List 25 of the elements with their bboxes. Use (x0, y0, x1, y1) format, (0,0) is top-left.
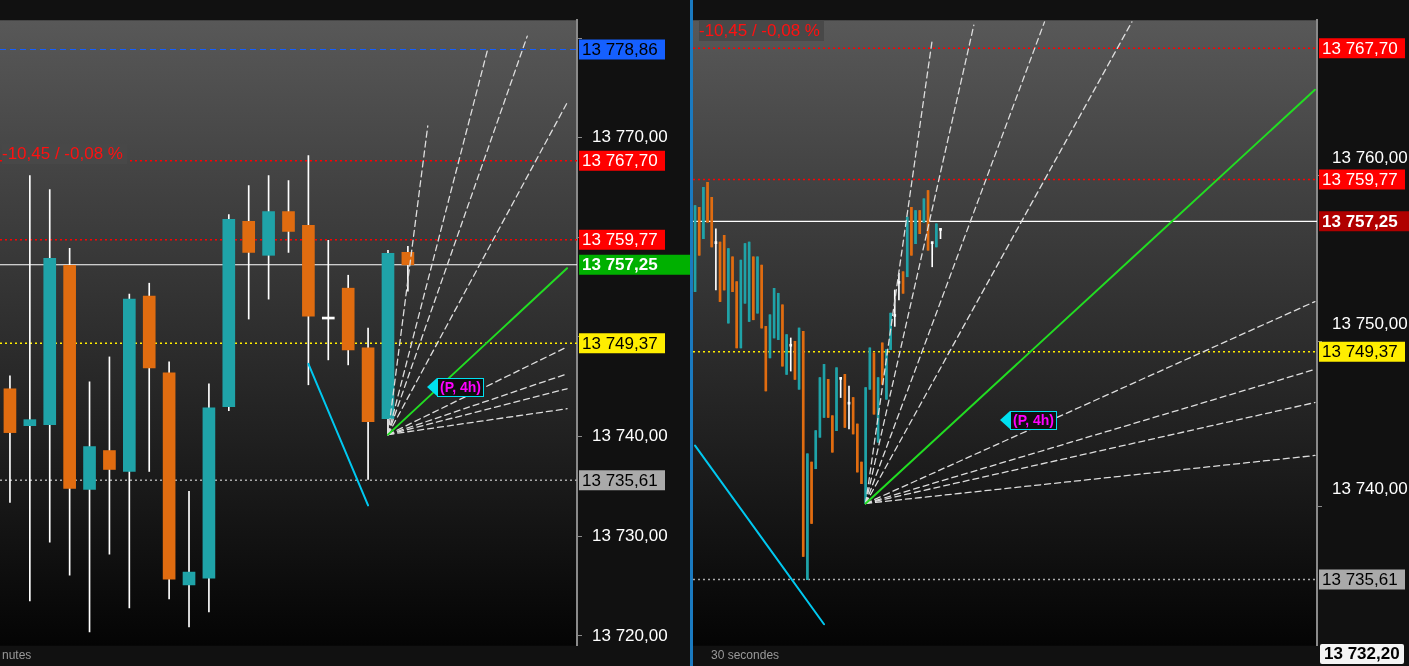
text: 30 secondes (711, 648, 780, 662)
ref-line-label: 13 759,77 (1322, 170, 1398, 190)
ref-line-label: 13 749,37 (582, 333, 658, 353)
text: nutes (2, 648, 32, 662)
annotation: (P, 4h) (437, 378, 484, 397)
ref-line-label: 13 767,70 (1322, 39, 1398, 59)
y-tick-label: 13 730,00 (592, 525, 668, 545)
y-tick-label: 13 750,00 (1332, 313, 1408, 333)
ref-line-label: 13 759,77 (582, 230, 658, 250)
ref-line-label: 13 735,61 (1322, 570, 1398, 590)
annotation: -10,45 / -0,08 % (2, 144, 127, 164)
ref-line-label: 13 778,86 (582, 40, 658, 60)
ref-line-label: 13 757,25 (1322, 211, 1398, 231)
y-tick-label: 13 760,00 (1332, 148, 1408, 168)
y-tick-label: 13 770,00 (592, 127, 668, 147)
ref-line-label: 13 757,25 (582, 255, 658, 275)
ref-line-label: 13 735,61 (582, 471, 658, 491)
ref-line-label: 13 767,70 (582, 151, 658, 171)
annotation: (P, 4h) (1010, 411, 1057, 430)
annotation: -10,45 / -0,08 % (699, 21, 824, 41)
text: 13 732,20 (1320, 644, 1404, 664)
y-tick-label: 13 740,00 (592, 426, 668, 446)
y-tick-label: 13 720,00 (592, 625, 668, 645)
ref-line-label: 13 749,37 (1322, 342, 1398, 362)
y-tick-label: 13 740,00 (1332, 479, 1408, 499)
